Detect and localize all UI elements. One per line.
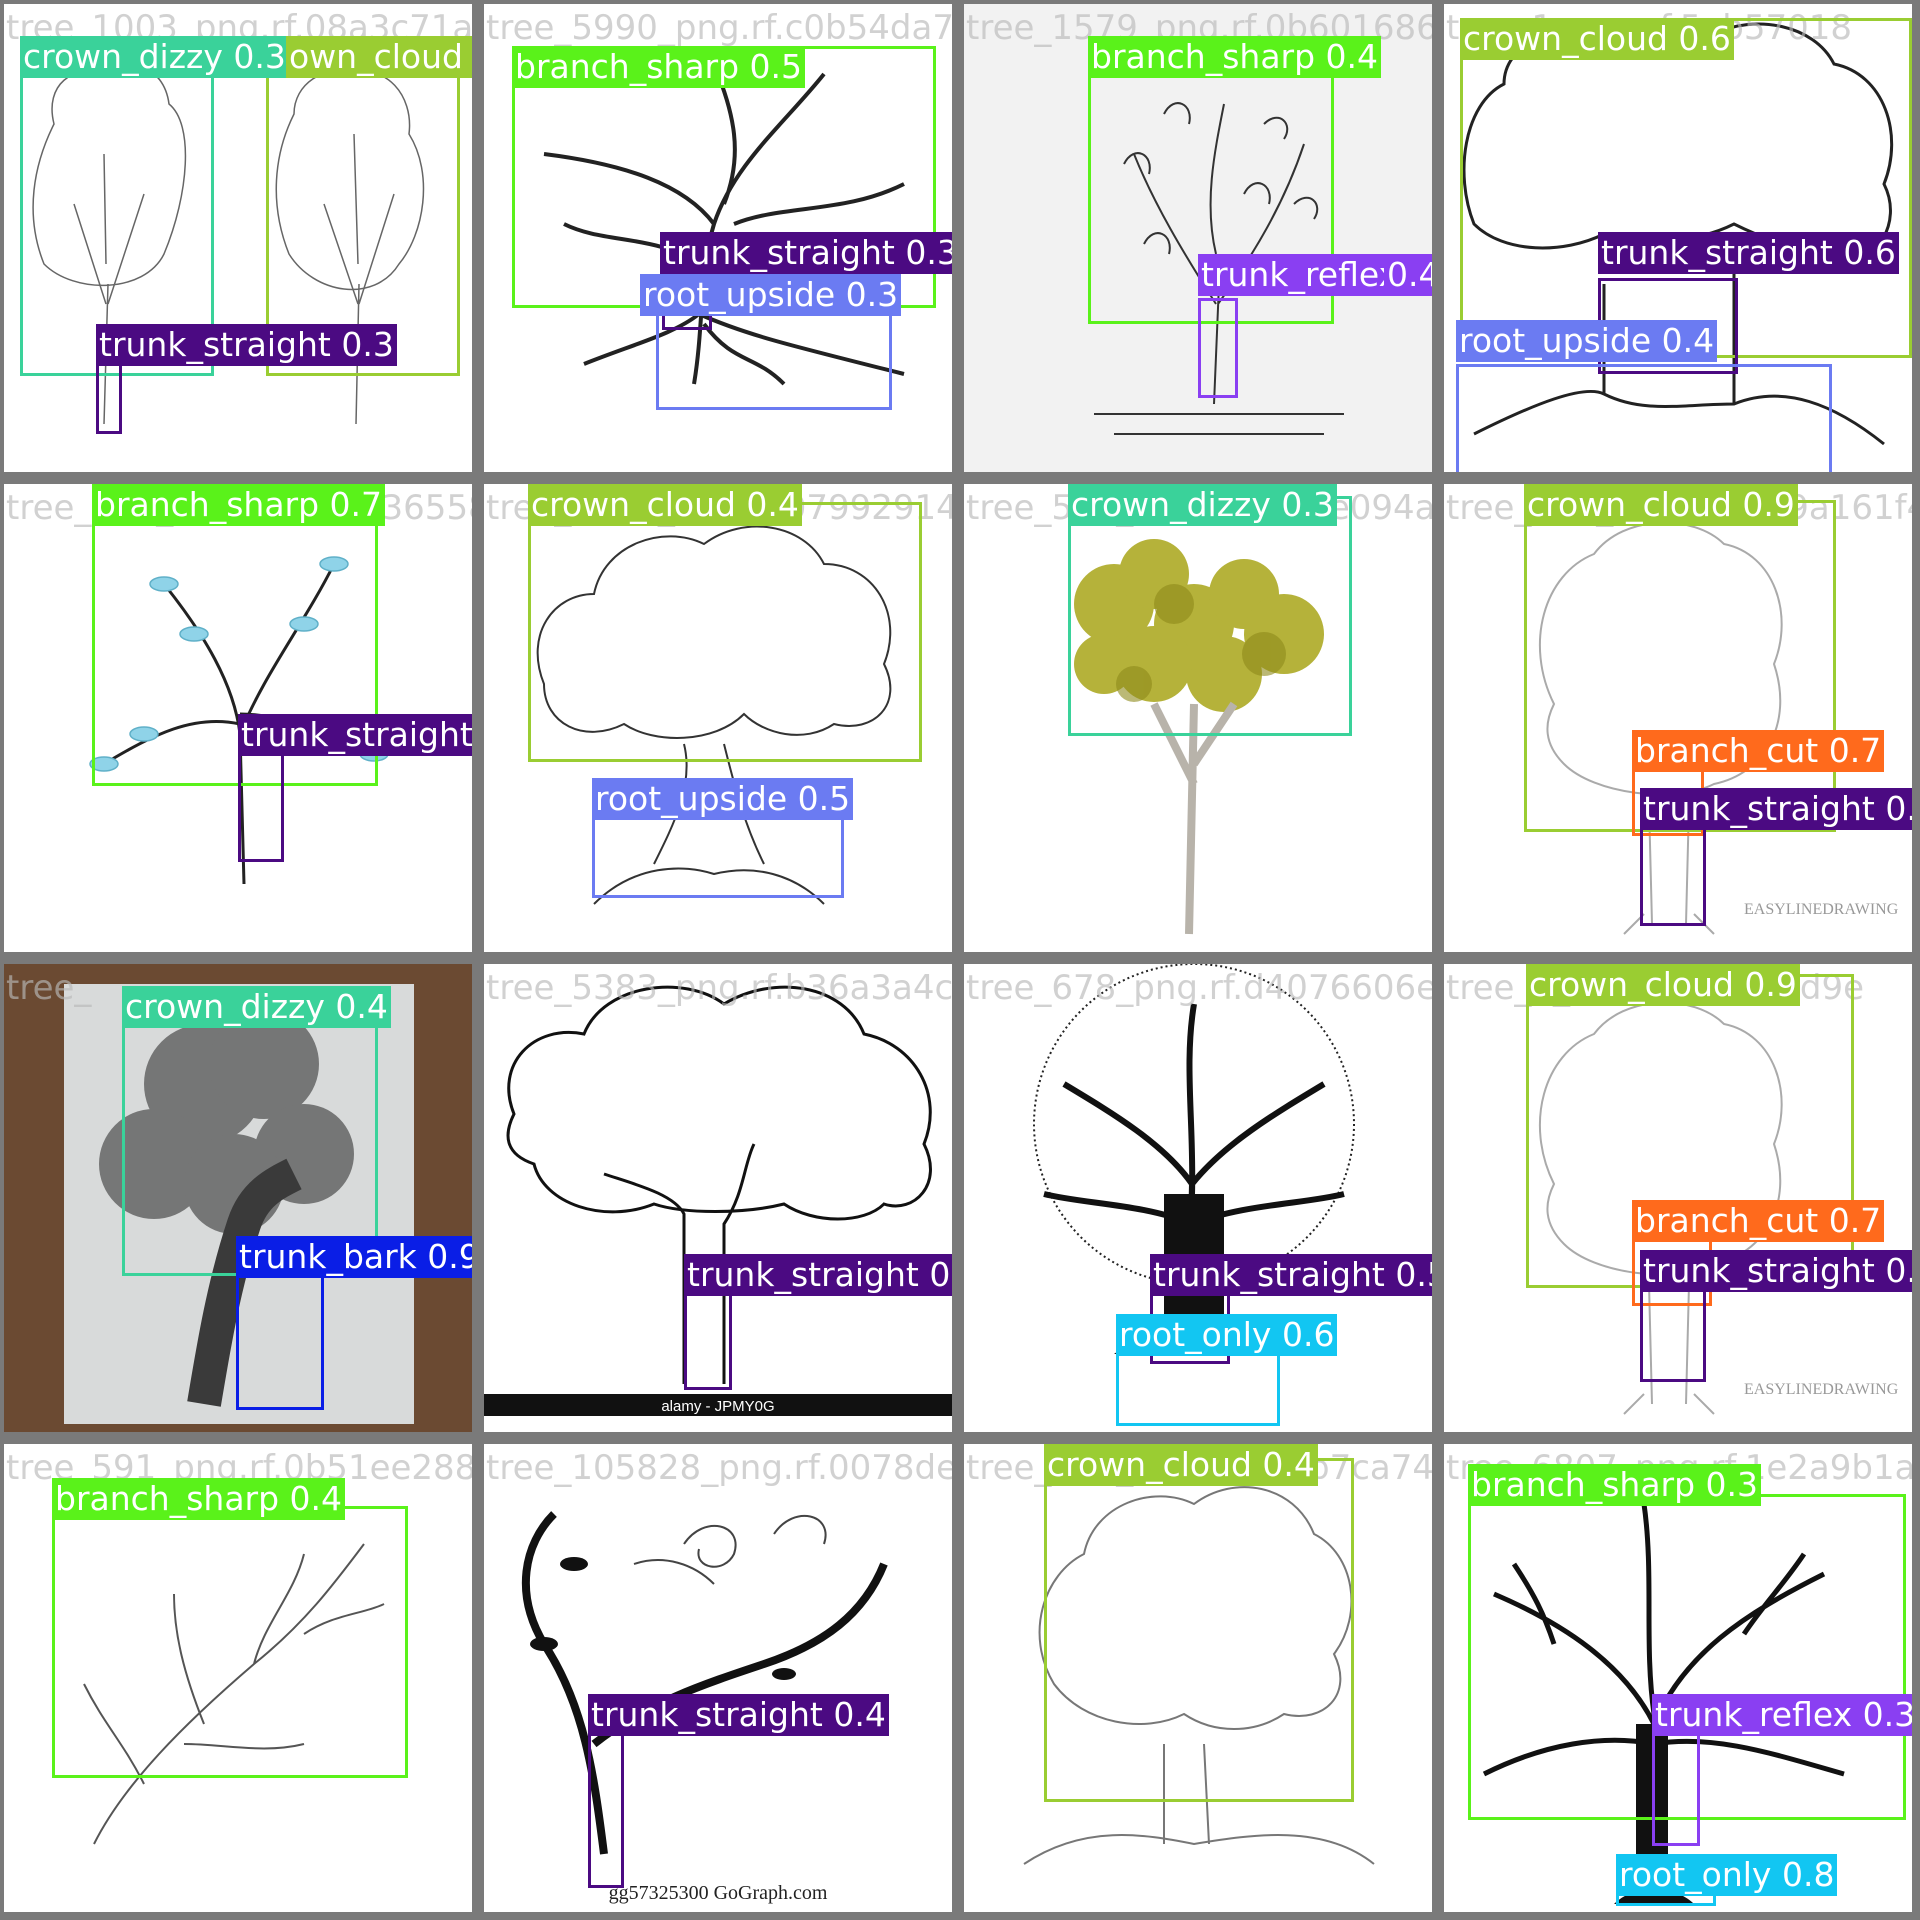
result-tile: tree_5990_png.rf.c0b54da73592cbranch_sha… (484, 4, 952, 472)
bounding-box-branch-sharp (52, 1506, 408, 1778)
result-tile: tree_1386_png.rf.07992914102crown_cloud … (484, 484, 952, 952)
detection-label: branch_sharp 0.5 (512, 46, 806, 88)
detection-label: own_cloud 0 (286, 36, 472, 78)
bounding-box-root-only (1116, 1348, 1280, 1426)
result-tile: tree_393_png.rf.31fd536558branch_sharp 0… (4, 484, 472, 952)
result-tile: tree_1003_png.rf.08a3c71a crown_dizzy 0.3… (4, 4, 472, 472)
easylinedrawing-watermark: EASYLINEDRAWING (1744, 1381, 1899, 1398)
detection-label: trunk_straight 0.5 (684, 1254, 952, 1296)
detection-label: crown_dizzy 0.3 (20, 36, 289, 78)
detection-label: branch_sharp 0.3 (1468, 1464, 1762, 1506)
tree-drawing: alamy - JPMY0G (484, 985, 952, 1416)
result-tile: tree_6807_png.rf.1e2a9b1a9branch_sharp 0… (1444, 1444, 1912, 1912)
detection-label: crown_cloud 0.9 (1526, 964, 1800, 1006)
result-tile: tree_1579_png.rf.0b6016868 branch_sharp 0… (964, 4, 1432, 472)
tree-drawing: EASYLINEDRAWING (1539, 1001, 1899, 1415)
detection-label: branch_cut 0.7 (1632, 1200, 1885, 1242)
result-tile: tree_515_png.rf.775ae094a6crown_dizzy 0.… (964, 484, 1432, 952)
gograph-watermark: gg57325300 GoGraph.com (609, 1882, 828, 1904)
bounding-box-trunk-straight (238, 738, 284, 862)
detection-label: crown_cloud 0.6 (1460, 18, 1734, 60)
detection-label: crown_dizzy 0.3 (1068, 484, 1337, 526)
bounding-box-crown-dizzy (122, 986, 378, 1276)
tree-drawing: gg57325300 GoGraph.com (521, 1511, 888, 1904)
detection-label: branch_sharp 0.7 (92, 484, 386, 526)
detection-label: 0.4 (1384, 254, 1432, 296)
detection-label: crown_dizzy 0.4 (122, 986, 391, 1028)
detection-label: trunk_straight 0.5 (1150, 1254, 1432, 1296)
detection-label: trunk_straight 0.3 (238, 714, 472, 756)
detection-label: branch_sharp 0.4 (1088, 36, 1382, 78)
tree-drawing: EASYLINEDRAWING (1539, 521, 1899, 935)
detection-label: trunk_straight 0.6 (1598, 232, 1899, 274)
detection-label: root_only 0.8 (1616, 1854, 1838, 1896)
result-tile: EASYLINEDRAWINGtree_993_png.rf.e499a161f… (1444, 484, 1912, 952)
result-tile: EASYLINEDRAWINGtree_4_png.rf.5fd801d9ecr… (1444, 964, 1912, 1432)
bounding-box-trunk-reflex (1652, 1718, 1700, 1846)
detection-label: trunk_reflex 0.3 (1652, 1694, 1912, 1736)
detection-label: root_upside 0.4 (1456, 320, 1718, 362)
bounding-box-crown-cloud (1044, 1458, 1354, 1802)
bounding-box-crown-cloud (528, 502, 922, 762)
result-tile: tree_ crown_dizzy 0.4 trunk_bark 0.9 (4, 964, 472, 1432)
detection-label: branch_sharp 0.4 (52, 1478, 346, 1520)
bounding-box-trunk-straight (1640, 818, 1706, 926)
detection-label: crown_cloud 0.4 (528, 484, 802, 526)
result-tile: tree_630_png.rf.276b7ca74crown_cloud 0.4 (964, 1444, 1432, 1912)
detection-label: trunk_straight 0.4 (588, 1694, 889, 1736)
detection-label: root_only 0.6 (1116, 1314, 1338, 1356)
detection-label: trunk_straight 0.7 (1640, 1250, 1912, 1292)
alamy-watermark: alamy - JPMY0G (661, 1398, 774, 1415)
result-tile: tree_678_png.rf.d4076606ea trunk_straight… (964, 964, 1432, 1432)
detection-label: crown_cloud 0.4 (1044, 1444, 1318, 1486)
detection-label: trunk_straight 0.3 (660, 232, 952, 274)
detection-label: trunk_bark 0.9 (236, 1236, 472, 1278)
result-tile: gg57325300 GoGraph.com tree_105828_png.rf… (484, 1444, 952, 1912)
detection-label: trunk_straight 0.7 (1640, 788, 1912, 830)
result-tile: tree_591_png.rf.0b51ee288 branch_sharp 0.… (4, 1444, 472, 1912)
detection-label: crown_cloud 0.9 (1524, 484, 1798, 526)
result-tile: tree_1_png.rf.5ab57018crown_cloud 0.6tru… (1444, 4, 1912, 472)
tree-drawing (1023, 1486, 1375, 1865)
tree-drawing (1074, 539, 1324, 935)
bounding-box-crown-dizzy (1068, 496, 1352, 736)
result-tile: alamy - JPMY0Gtree_5383_png.rf.b36a3a4c8… (484, 964, 952, 1432)
bounding-box-root-upside (1456, 364, 1832, 472)
detection-label: branch_cut 0.7 (1632, 730, 1885, 772)
easylinedrawing-watermark: EASYLINEDRAWING (1744, 901, 1899, 918)
bounding-box-trunk-straight (588, 1718, 624, 1888)
detection-label: root_upside 0.5 (592, 778, 854, 820)
bounding-box-trunk-reflex (1198, 298, 1238, 398)
bounding-box-trunk-bark (236, 1262, 324, 1410)
tree-drawing (83, 1543, 385, 1845)
detection-label: trunk_straight 0.3 (96, 324, 397, 366)
detection-label: root_upside 0.3 (640, 274, 902, 316)
